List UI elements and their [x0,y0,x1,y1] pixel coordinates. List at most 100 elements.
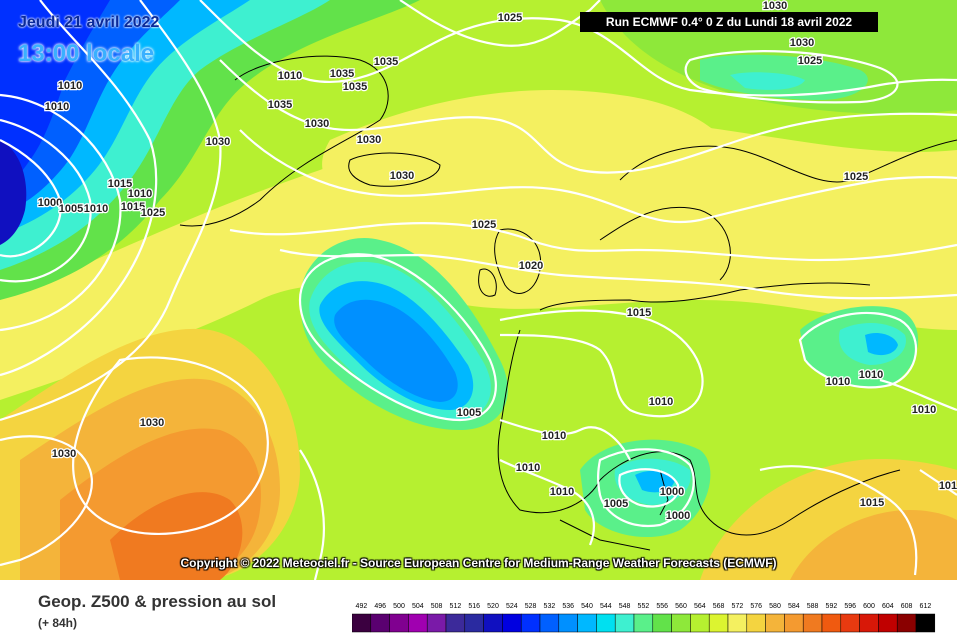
legend-value: 576 [750,603,762,610]
legend-swatch [426,613,447,633]
isobar-label: 1035 [268,99,292,111]
isobar-label: 1005 [604,498,628,510]
legend-value: 600 [863,603,875,610]
product-title: Geop. Z500 & pression au sol [38,592,277,611]
legend-value: 500 [393,603,405,610]
isobar-label: 1010 [128,188,152,200]
legend-swatch [802,613,823,633]
legend-value: 492 [356,603,368,610]
legend-value: 524 [506,603,518,610]
isobar-label: 1000 [38,197,62,209]
legend-value: 532 [544,603,556,610]
legend-value: 504 [412,603,424,610]
isobar-label: 1010 [45,101,69,113]
legend-swatch [671,613,691,633]
isobar-label: 1015 [860,497,884,509]
isobar-label: 1015 [121,201,145,213]
model-run-label: Run ECMWF 0.4° 0 Z du Lundi 18 avril 202… [580,12,878,32]
isobar-label: 1010 [58,80,82,92]
legend-swatch [727,613,748,633]
isobar-label: 1010 [826,376,850,388]
isobar-label: 1020 [519,260,543,272]
legend-value: 560 [675,603,687,610]
isobar-label: 1030 [763,0,787,12]
legend-value: 608 [901,603,913,610]
isobar-label: 1015 [627,307,651,319]
legend-swatch [633,613,654,633]
isobar-label: 1035 [343,81,367,93]
coastlines [179,55,957,551]
legend-value: 520 [487,603,499,610]
legend-swatch [821,613,842,633]
isobar-label: 1025 [798,55,822,67]
legend-value: 592 [826,603,838,610]
isobar-label: 1030 [206,136,230,148]
isobar-label: 1030 [140,417,164,429]
legend-swatch [352,613,372,633]
legend-value: 568 [713,603,725,610]
legend-value: 512 [450,603,462,610]
legend-value: 588 [807,603,819,610]
isobar-label: 1010 [278,70,302,82]
isobar-label: 1010 [550,486,574,498]
legend-value: 580 [769,603,781,610]
legend-swatch [784,613,804,633]
forecast-date: Jeudi 21 avril 2022 [18,14,160,31]
isobar-label: 1025 [498,12,522,24]
forecast-time: 13:00 locale [18,40,155,67]
legend-value: 556 [656,603,668,610]
lead-time: (+ 84h) [38,616,78,630]
isobar-label: 1000 [666,510,690,522]
legend-swatch [708,613,729,633]
isobar-label: 1035 [374,56,398,68]
isobars [0,0,957,580]
isobar-label: 1010 [912,404,936,416]
z500-field: 1025 1030 1030 1025 1010 1010 1010 1035 1035 1035… [0,0,957,580]
legend-value: 528 [525,603,537,610]
legend-value: 548 [619,603,631,610]
legend-swatch [370,613,390,633]
isobar-label: 1015 [108,178,132,190]
legend-swatch [389,613,409,633]
legend-swatch [765,613,785,633]
legend-value: 584 [788,603,800,610]
isobar-label: 1030 [305,118,329,130]
legend-swatch [896,613,917,633]
legend-value: 552 [638,603,650,610]
legend-swatch [539,613,560,633]
legend-swatch [746,613,766,633]
isobar-label: 1030 [390,170,414,182]
isobar-labels: 1025 1030 1030 1025 1010 1010 1010 1035 1035 1035… [37,0,957,523]
isobar-label: 1030 [357,134,381,146]
legend-swatch [577,613,597,633]
legend-swatch [445,613,466,633]
legend-value: 564 [694,603,706,610]
copyright-notice: Copyright © 2022 Meteociel.fr - Source E… [180,556,777,570]
isobar-label: 1005 [457,407,481,419]
legend-value: 536 [562,603,574,610]
legend-value: 596 [844,603,856,610]
isobar-label: 1025 [844,171,868,183]
legend-swatch [483,613,503,633]
isobar-label: 1000 [660,486,684,498]
legend-value: 604 [882,603,894,610]
legend-value: 544 [600,603,612,610]
legend-swatch [596,613,616,633]
legend-value: 508 [431,603,443,610]
legend-swatch [502,613,522,633]
legend-value: 540 [581,603,593,610]
legend-swatch [915,613,936,633]
legend-value: 612 [920,603,932,610]
legend-value: 516 [468,603,480,610]
isobar-label: 1010 [516,462,540,474]
isobar-label: 1010 [542,430,566,442]
color-legend: 492 496 500 504 508 512 516 520 524 528 532 536 540 5… [352,603,936,633]
legend-swatch [464,613,484,633]
legend-swatch [690,613,710,633]
legend-swatch [840,613,860,633]
isobar-label: 101 [939,480,957,492]
isobar-label: 1030 [52,448,76,460]
legend-swatch [520,613,541,633]
legend-value: 496 [374,603,386,610]
isobar-label: 1025 [472,219,496,231]
